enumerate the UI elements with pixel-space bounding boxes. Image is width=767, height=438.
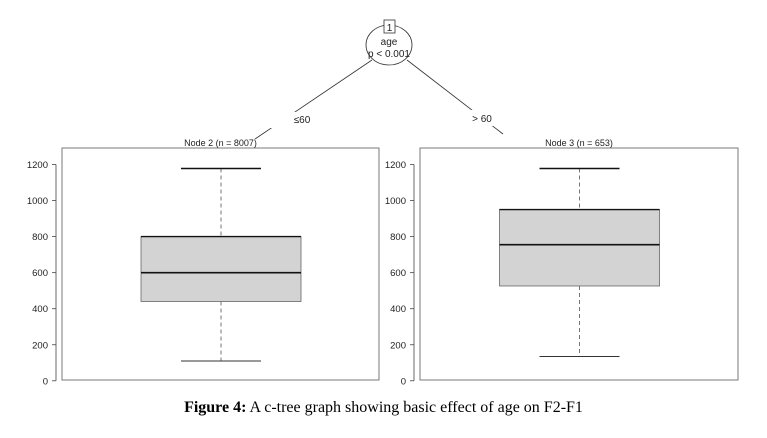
root-variable: age [381, 37, 398, 48]
y-tick-label: 1000 [385, 196, 406, 207]
plot-frame [61, 147, 380, 381]
caption-label: Figure 4: [184, 399, 247, 416]
root-id-box [383, 19, 396, 34]
edge-left-label-bg [258, 112, 298, 128]
y-tick-label: 0 [43, 376, 48, 387]
y-tick-label: 600 [390, 268, 406, 279]
y-tick-label: 800 [32, 232, 48, 243]
panel-node-3: Node 3 (n = 653) 0 200 400 600 800 1000 1200 [385, 138, 739, 387]
y-tick-label: 400 [390, 304, 406, 315]
panel-node-2: Node 2 (n = 8007) 0 200 400 600 800 1000 1200 [27, 138, 380, 387]
caption-text: A c-tree graph showing basic effect of a… [246, 399, 583, 416]
plot-frame [419, 147, 739, 381]
root-pvalue: p < 0.001 [368, 49, 410, 60]
y-tick-label: 200 [32, 340, 48, 351]
y-tick-label: 800 [390, 232, 406, 243]
iqr-box [499, 209, 660, 287]
edge-left-label: ≤60 [294, 115, 311, 126]
panel-title: Node 3 (n = 653) [545, 138, 613, 148]
y-tick-label: 1200 [27, 160, 48, 171]
panel-title: Node 2 (n = 8007) [184, 138, 257, 148]
edge-right-label-bg [465, 110, 501, 126]
y-tick-label: 600 [32, 268, 48, 279]
y-tick-label: 400 [32, 304, 48, 315]
y-tick-label: 1000 [27, 196, 48, 207]
root-id: 1 [387, 23, 393, 34]
y-tick-label: 0 [401, 376, 406, 387]
y-tick-label: 200 [390, 340, 406, 351]
figure-caption: Figure 4: A c-tree graph showing basic e… [0, 399, 767, 417]
iqr-box [140, 236, 302, 302]
root-node: ≤60 > 60 1 age p < 0.001 [254, 19, 504, 140]
panels: Node 2 (n = 8007)020040060080010001200No… [27, 138, 739, 387]
edge-right-label: > 60 [472, 114, 492, 125]
y-tick-label: 1200 [385, 160, 406, 171]
